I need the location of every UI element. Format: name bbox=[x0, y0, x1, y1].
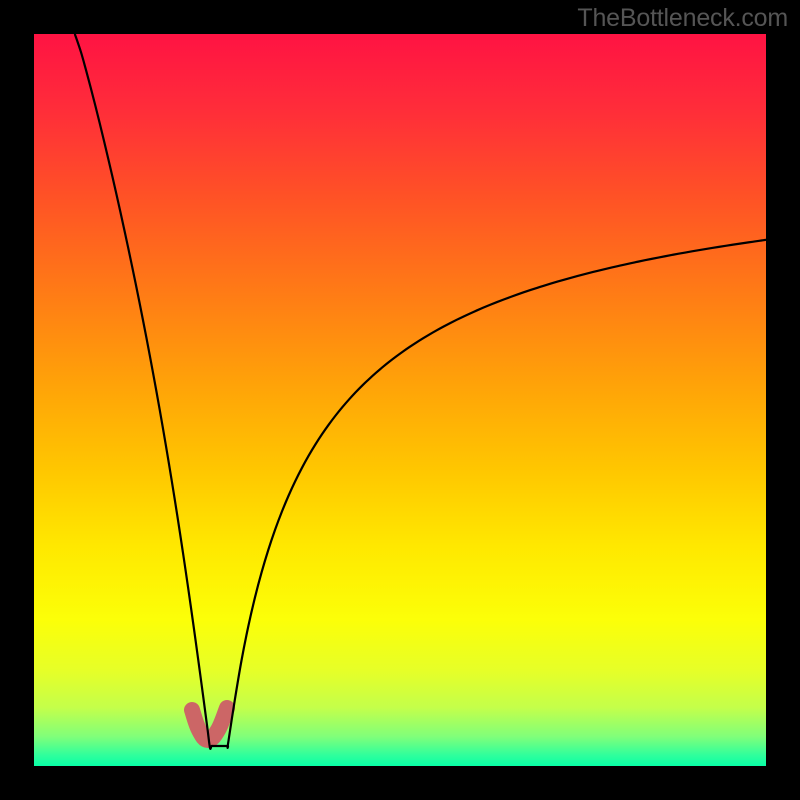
bottleneck-chart bbox=[0, 0, 800, 800]
plot-background bbox=[34, 34, 766, 766]
watermark-text: TheBottleneck.com bbox=[577, 4, 788, 33]
